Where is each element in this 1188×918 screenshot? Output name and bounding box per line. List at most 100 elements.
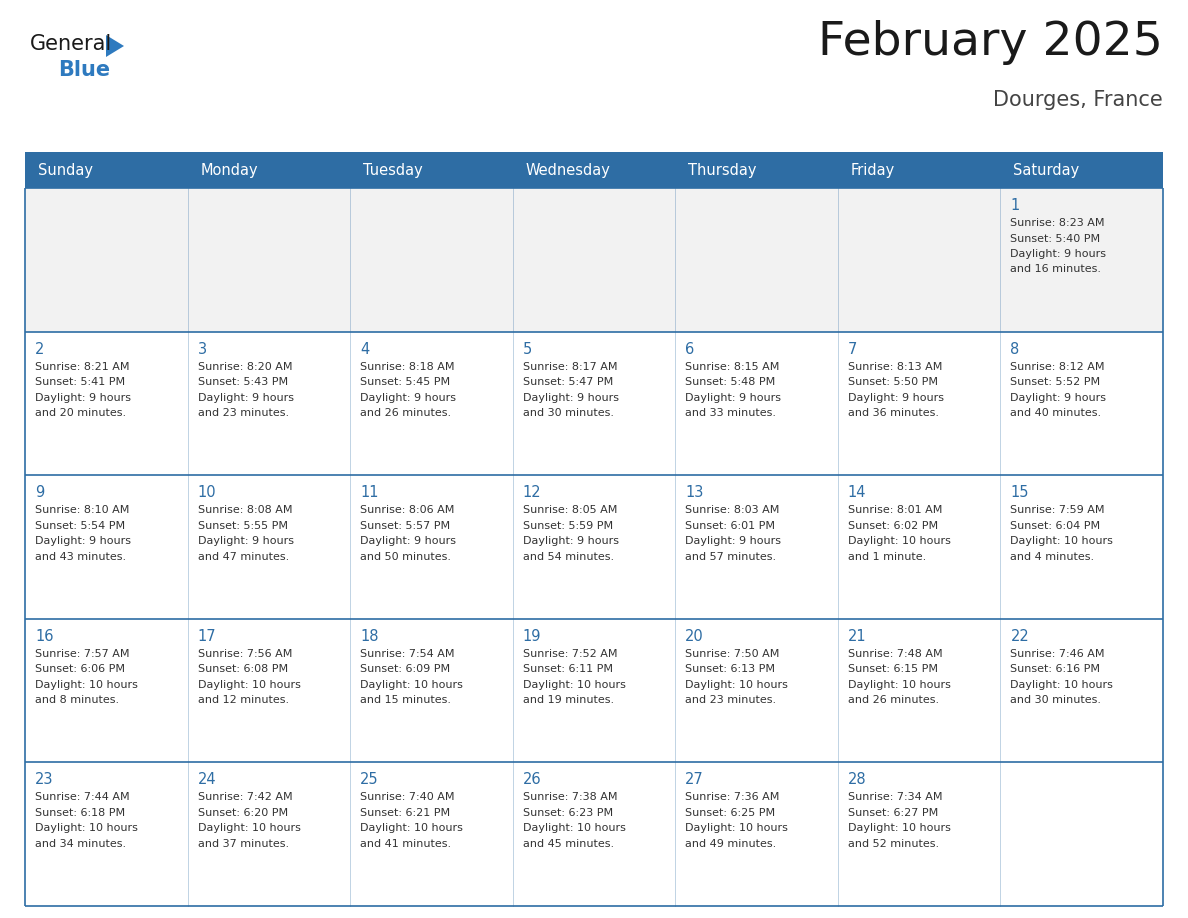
Text: 17: 17	[197, 629, 216, 644]
Bar	[350, 331, 513, 476]
Text: Sunset: 6:23 PM: Sunset: 6:23 PM	[523, 808, 613, 818]
Text: Sunset: 5:40 PM: Sunset: 5:40 PM	[1011, 233, 1100, 243]
Bar	[675, 188, 838, 331]
Bar	[513, 188, 675, 331]
Text: Sunrise: 8:01 AM: Sunrise: 8:01 AM	[848, 505, 942, 515]
Text: Sunset: 6:21 PM: Sunset: 6:21 PM	[360, 808, 450, 818]
Text: Daylight: 9 hours: Daylight: 9 hours	[360, 536, 456, 546]
Bar	[1000, 331, 1163, 476]
Bar	[838, 188, 1000, 331]
Text: Daylight: 9 hours: Daylight: 9 hours	[197, 536, 293, 546]
Text: Daylight: 10 hours: Daylight: 10 hours	[685, 823, 788, 834]
Bar	[188, 619, 350, 763]
Text: Daylight: 10 hours: Daylight: 10 hours	[197, 680, 301, 689]
Text: Sunrise: 7:46 AM: Sunrise: 7:46 AM	[1011, 649, 1105, 659]
Text: Daylight: 9 hours: Daylight: 9 hours	[523, 393, 619, 403]
Text: Sunset: 6:02 PM: Sunset: 6:02 PM	[848, 521, 939, 531]
Text: Monday: Monday	[201, 162, 258, 177]
Text: and 41 minutes.: and 41 minutes.	[360, 839, 451, 849]
Bar	[25, 188, 188, 331]
Text: and 4 minutes.: and 4 minutes.	[1011, 552, 1094, 562]
Text: 13: 13	[685, 486, 703, 500]
Text: Sunrise: 7:40 AM: Sunrise: 7:40 AM	[360, 792, 455, 802]
Text: Daylight: 9 hours: Daylight: 9 hours	[34, 393, 131, 403]
Text: 24: 24	[197, 772, 216, 788]
Text: Daylight: 10 hours: Daylight: 10 hours	[197, 823, 301, 834]
Text: Daylight: 10 hours: Daylight: 10 hours	[523, 823, 626, 834]
Bar	[188, 476, 350, 619]
Text: Daylight: 10 hours: Daylight: 10 hours	[848, 536, 950, 546]
Text: Sunset: 5:57 PM: Sunset: 5:57 PM	[360, 521, 450, 531]
Text: Sunrise: 8:23 AM: Sunrise: 8:23 AM	[1011, 218, 1105, 228]
Bar	[1000, 476, 1163, 619]
Text: Sunrise: 8:12 AM: Sunrise: 8:12 AM	[1011, 362, 1105, 372]
Text: and 40 minutes.: and 40 minutes.	[1011, 409, 1101, 418]
Text: Sunrise: 7:36 AM: Sunrise: 7:36 AM	[685, 792, 779, 802]
Text: 21: 21	[848, 629, 866, 644]
Text: and 49 minutes.: and 49 minutes.	[685, 839, 777, 849]
Text: Sunset: 5:48 PM: Sunset: 5:48 PM	[685, 377, 776, 387]
Bar	[513, 763, 675, 906]
Text: Sunset: 5:41 PM: Sunset: 5:41 PM	[34, 377, 125, 387]
Text: 25: 25	[360, 772, 379, 788]
Text: Sunset: 6:27 PM: Sunset: 6:27 PM	[848, 808, 939, 818]
Bar	[838, 619, 1000, 763]
Text: and 45 minutes.: and 45 minutes.	[523, 839, 614, 849]
Bar	[188, 763, 350, 906]
Text: Daylight: 10 hours: Daylight: 10 hours	[685, 680, 788, 689]
Text: Sunset: 5:47 PM: Sunset: 5:47 PM	[523, 377, 613, 387]
Text: 8: 8	[1011, 341, 1019, 356]
Text: Daylight: 10 hours: Daylight: 10 hours	[360, 680, 463, 689]
Bar	[1000, 188, 1163, 331]
Text: 7: 7	[848, 341, 858, 356]
Text: Sunrise: 7:57 AM: Sunrise: 7:57 AM	[34, 649, 129, 659]
Text: Sunset: 6:11 PM: Sunset: 6:11 PM	[523, 665, 613, 675]
Text: Daylight: 9 hours: Daylight: 9 hours	[34, 536, 131, 546]
Bar	[838, 476, 1000, 619]
Bar	[838, 331, 1000, 476]
Text: 16: 16	[34, 629, 53, 644]
Text: 20: 20	[685, 629, 704, 644]
Text: Sunday: Sunday	[38, 162, 93, 177]
Text: and 16 minutes.: and 16 minutes.	[1011, 264, 1101, 274]
Polygon shape	[106, 35, 124, 57]
Text: Sunrise: 7:56 AM: Sunrise: 7:56 AM	[197, 649, 292, 659]
Text: and 20 minutes.: and 20 minutes.	[34, 409, 126, 418]
Text: and 15 minutes.: and 15 minutes.	[360, 695, 451, 705]
Text: 19: 19	[523, 629, 542, 644]
Bar	[675, 619, 838, 763]
Text: 14: 14	[848, 486, 866, 500]
Text: Sunrise: 8:05 AM: Sunrise: 8:05 AM	[523, 505, 617, 515]
Text: Sunset: 6:04 PM: Sunset: 6:04 PM	[1011, 521, 1100, 531]
Text: Sunset: 6:01 PM: Sunset: 6:01 PM	[685, 521, 776, 531]
Text: Sunrise: 7:38 AM: Sunrise: 7:38 AM	[523, 792, 618, 802]
Text: Sunrise: 7:44 AM: Sunrise: 7:44 AM	[34, 792, 129, 802]
Bar	[350, 763, 513, 906]
Text: Sunset: 6:09 PM: Sunset: 6:09 PM	[360, 665, 450, 675]
Text: Sunrise: 7:42 AM: Sunrise: 7:42 AM	[197, 792, 292, 802]
Text: Sunset: 5:43 PM: Sunset: 5:43 PM	[197, 377, 287, 387]
Text: Sunset: 6:08 PM: Sunset: 6:08 PM	[197, 665, 287, 675]
Text: Daylight: 10 hours: Daylight: 10 hours	[34, 680, 138, 689]
Text: Sunset: 5:55 PM: Sunset: 5:55 PM	[197, 521, 287, 531]
Text: and 8 minutes.: and 8 minutes.	[34, 695, 119, 705]
Text: and 19 minutes.: and 19 minutes.	[523, 695, 614, 705]
Bar	[188, 331, 350, 476]
Text: Sunrise: 8:10 AM: Sunrise: 8:10 AM	[34, 505, 129, 515]
Text: Daylight: 9 hours: Daylight: 9 hours	[197, 393, 293, 403]
Text: Sunrise: 7:52 AM: Sunrise: 7:52 AM	[523, 649, 618, 659]
Text: 9: 9	[34, 486, 44, 500]
Text: Daylight: 9 hours: Daylight: 9 hours	[523, 536, 619, 546]
Text: 15: 15	[1011, 486, 1029, 500]
Text: Daylight: 10 hours: Daylight: 10 hours	[848, 823, 950, 834]
Text: Sunset: 5:52 PM: Sunset: 5:52 PM	[1011, 377, 1100, 387]
Text: Sunrise: 8:13 AM: Sunrise: 8:13 AM	[848, 362, 942, 372]
Text: Sunrise: 8:06 AM: Sunrise: 8:06 AM	[360, 505, 455, 515]
Text: Sunset: 6:06 PM: Sunset: 6:06 PM	[34, 665, 125, 675]
Bar	[25, 476, 188, 619]
Bar	[25, 331, 188, 476]
Text: and 37 minutes.: and 37 minutes.	[197, 839, 289, 849]
Bar	[350, 188, 513, 331]
Text: and 30 minutes.: and 30 minutes.	[1011, 695, 1101, 705]
Text: Sunrise: 8:21 AM: Sunrise: 8:21 AM	[34, 362, 129, 372]
